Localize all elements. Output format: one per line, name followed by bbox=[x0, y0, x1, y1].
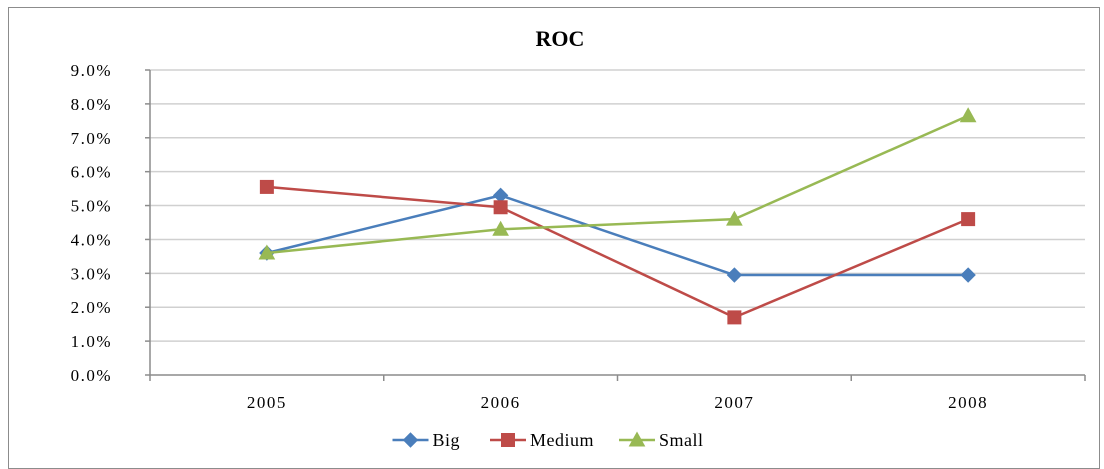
series-medium bbox=[259, 179, 976, 325]
legend-label-small: Small bbox=[659, 430, 704, 450]
y-tick-label: 7.0% bbox=[71, 129, 112, 148]
series-big bbox=[259, 187, 976, 283]
y-tick-label: 2.0% bbox=[71, 298, 112, 317]
data-point-small bbox=[726, 210, 743, 226]
y-tick-label: 0.0% bbox=[71, 366, 112, 385]
x-axis-tick-labels: 2005 2006 2007 2008 bbox=[247, 393, 988, 412]
legend-marker-big bbox=[402, 432, 419, 448]
series-line-medium bbox=[266, 185, 969, 319]
y-tick-label: 6.0% bbox=[71, 163, 112, 182]
y-tick-label: 5.0% bbox=[71, 197, 112, 216]
legend-label-big: Big bbox=[433, 430, 461, 450]
gridlines bbox=[150, 69, 1085, 342]
series-line-small bbox=[266, 114, 969, 255]
legend-marker-medium bbox=[501, 433, 515, 447]
data-point-medium bbox=[259, 179, 274, 194]
chart-title: ROC bbox=[536, 26, 585, 51]
legend-marker-small bbox=[628, 431, 646, 447]
x-tick-label: 2006 bbox=[481, 393, 521, 412]
chart-frame bbox=[8, 7, 1100, 469]
legend: Big Medium Small bbox=[392, 430, 704, 450]
legend-item-big: Big bbox=[392, 430, 461, 450]
legend-label-medium: Medium bbox=[530, 430, 594, 450]
x-tick-label: 2005 bbox=[247, 393, 287, 412]
data-point-big bbox=[960, 267, 976, 283]
x-tick-label: 2007 bbox=[714, 393, 754, 412]
y-axis-tick-labels: 0.0% 1.0% 2.0% 3.0% 4.0% 5.0% 6.0% 7.0% 8.0% 9.0% bbox=[71, 61, 112, 385]
data-point-small bbox=[959, 107, 977, 123]
legend-item-small: Small bbox=[619, 430, 704, 450]
axes bbox=[145, 69, 1086, 381]
y-tick-label: 1.0% bbox=[71, 332, 112, 351]
data-point-big bbox=[726, 267, 743, 283]
y-tick-label: 4.0% bbox=[71, 230, 112, 249]
data-point-medium bbox=[727, 310, 742, 325]
data-point-medium bbox=[961, 212, 976, 227]
y-tick-label: 3.0% bbox=[71, 264, 112, 283]
series-small bbox=[258, 107, 977, 260]
data-point-medium bbox=[493, 200, 508, 215]
legend-item-medium: Medium bbox=[490, 430, 594, 450]
data-point-small bbox=[258, 244, 276, 260]
series-line-big bbox=[266, 194, 969, 277]
y-tick-label: 9.0% bbox=[71, 61, 112, 80]
y-tick-label: 8.0% bbox=[71, 95, 112, 114]
data-point-small bbox=[492, 220, 509, 236]
x-tick-label: 2008 bbox=[948, 393, 988, 412]
data-series bbox=[258, 107, 977, 325]
